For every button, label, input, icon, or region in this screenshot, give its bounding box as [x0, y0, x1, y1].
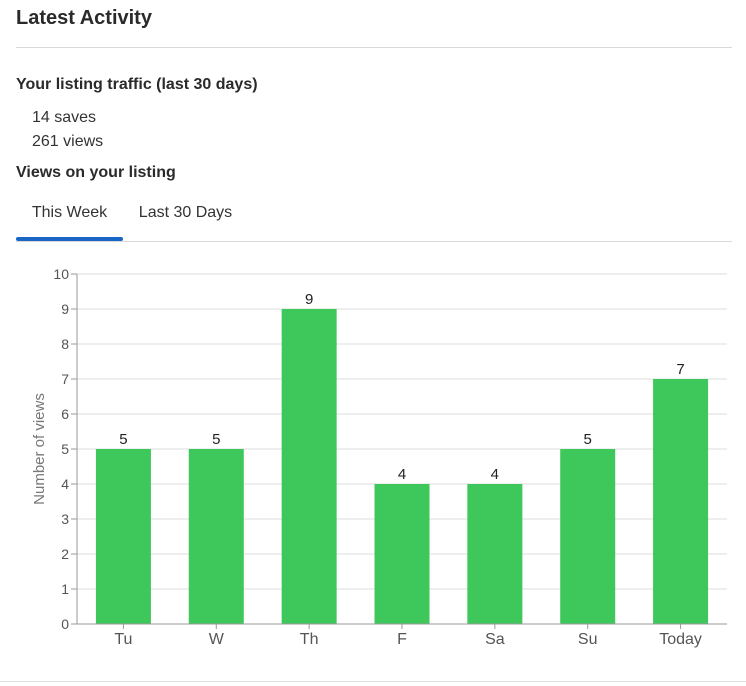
- y-tick-label: 2: [61, 546, 69, 562]
- y-tick-label: 8: [61, 336, 69, 352]
- card-title: Latest Activity: [16, 7, 152, 29]
- data-label: 5: [584, 431, 592, 448]
- x-tick-label: Th: [300, 631, 319, 648]
- bottom-divider: [0, 681, 746, 682]
- bar: [188, 449, 244, 624]
- bar: [95, 449, 151, 624]
- x-tick-label: W: [209, 631, 225, 648]
- y-tick-label: 0: [61, 616, 69, 632]
- y-tick-label: 10: [53, 266, 69, 282]
- x-tick-label: Sa: [485, 631, 505, 648]
- data-label: 4: [398, 466, 406, 483]
- saves-count: 14 saves: [32, 109, 97, 126]
- x-tick-label: Today: [659, 631, 702, 648]
- data-label: 5: [119, 431, 127, 448]
- x-tick-label: Su: [578, 631, 598, 648]
- data-label: 5: [212, 431, 220, 448]
- y-tick-label: 6: [61, 406, 69, 422]
- bar: [374, 484, 430, 624]
- y-tick-label: 4: [61, 476, 69, 492]
- bar: [653, 379, 709, 624]
- views-heading: Views on your listing: [16, 164, 176, 181]
- bar: [281, 309, 337, 624]
- views-bar-chart: 0 1 2 3 4 5 6 7 8 9 10 Number of views 5 Tu 5 W 9 Th 4 F 4 Sa…: [31, 266, 727, 648]
- y-tick-label: 7: [61, 371, 69, 387]
- y-axis-title: Number of views: [31, 393, 48, 505]
- y-tick-label: 3: [61, 511, 69, 527]
- tab-this-week[interactable]: This Week: [31, 204, 108, 221]
- data-label: 7: [676, 361, 684, 378]
- data-label: 9: [305, 291, 313, 308]
- y-tick-label: 1: [61, 581, 69, 597]
- y-tick-label: 9: [61, 301, 69, 317]
- x-tick-label: F: [397, 631, 407, 648]
- traffic-stats: 14 saves 261 views: [32, 107, 103, 155]
- y-tick-label: 5: [61, 441, 69, 457]
- data-label: 4: [491, 466, 499, 483]
- views-count: 261 views: [32, 133, 104, 150]
- tab-last-30-days[interactable]: Last 30 Days: [138, 204, 233, 221]
- bar: [467, 484, 523, 624]
- traffic-heading: Your listing traffic (last 30 days): [16, 76, 258, 93]
- bar: [560, 449, 616, 624]
- x-tick-label: Tu: [114, 631, 132, 648]
- views-tabs: This Week Last 30 Days: [16, 192, 732, 242]
- title-divider: [16, 47, 732, 48]
- active-tab-indicator: [16, 237, 123, 241]
